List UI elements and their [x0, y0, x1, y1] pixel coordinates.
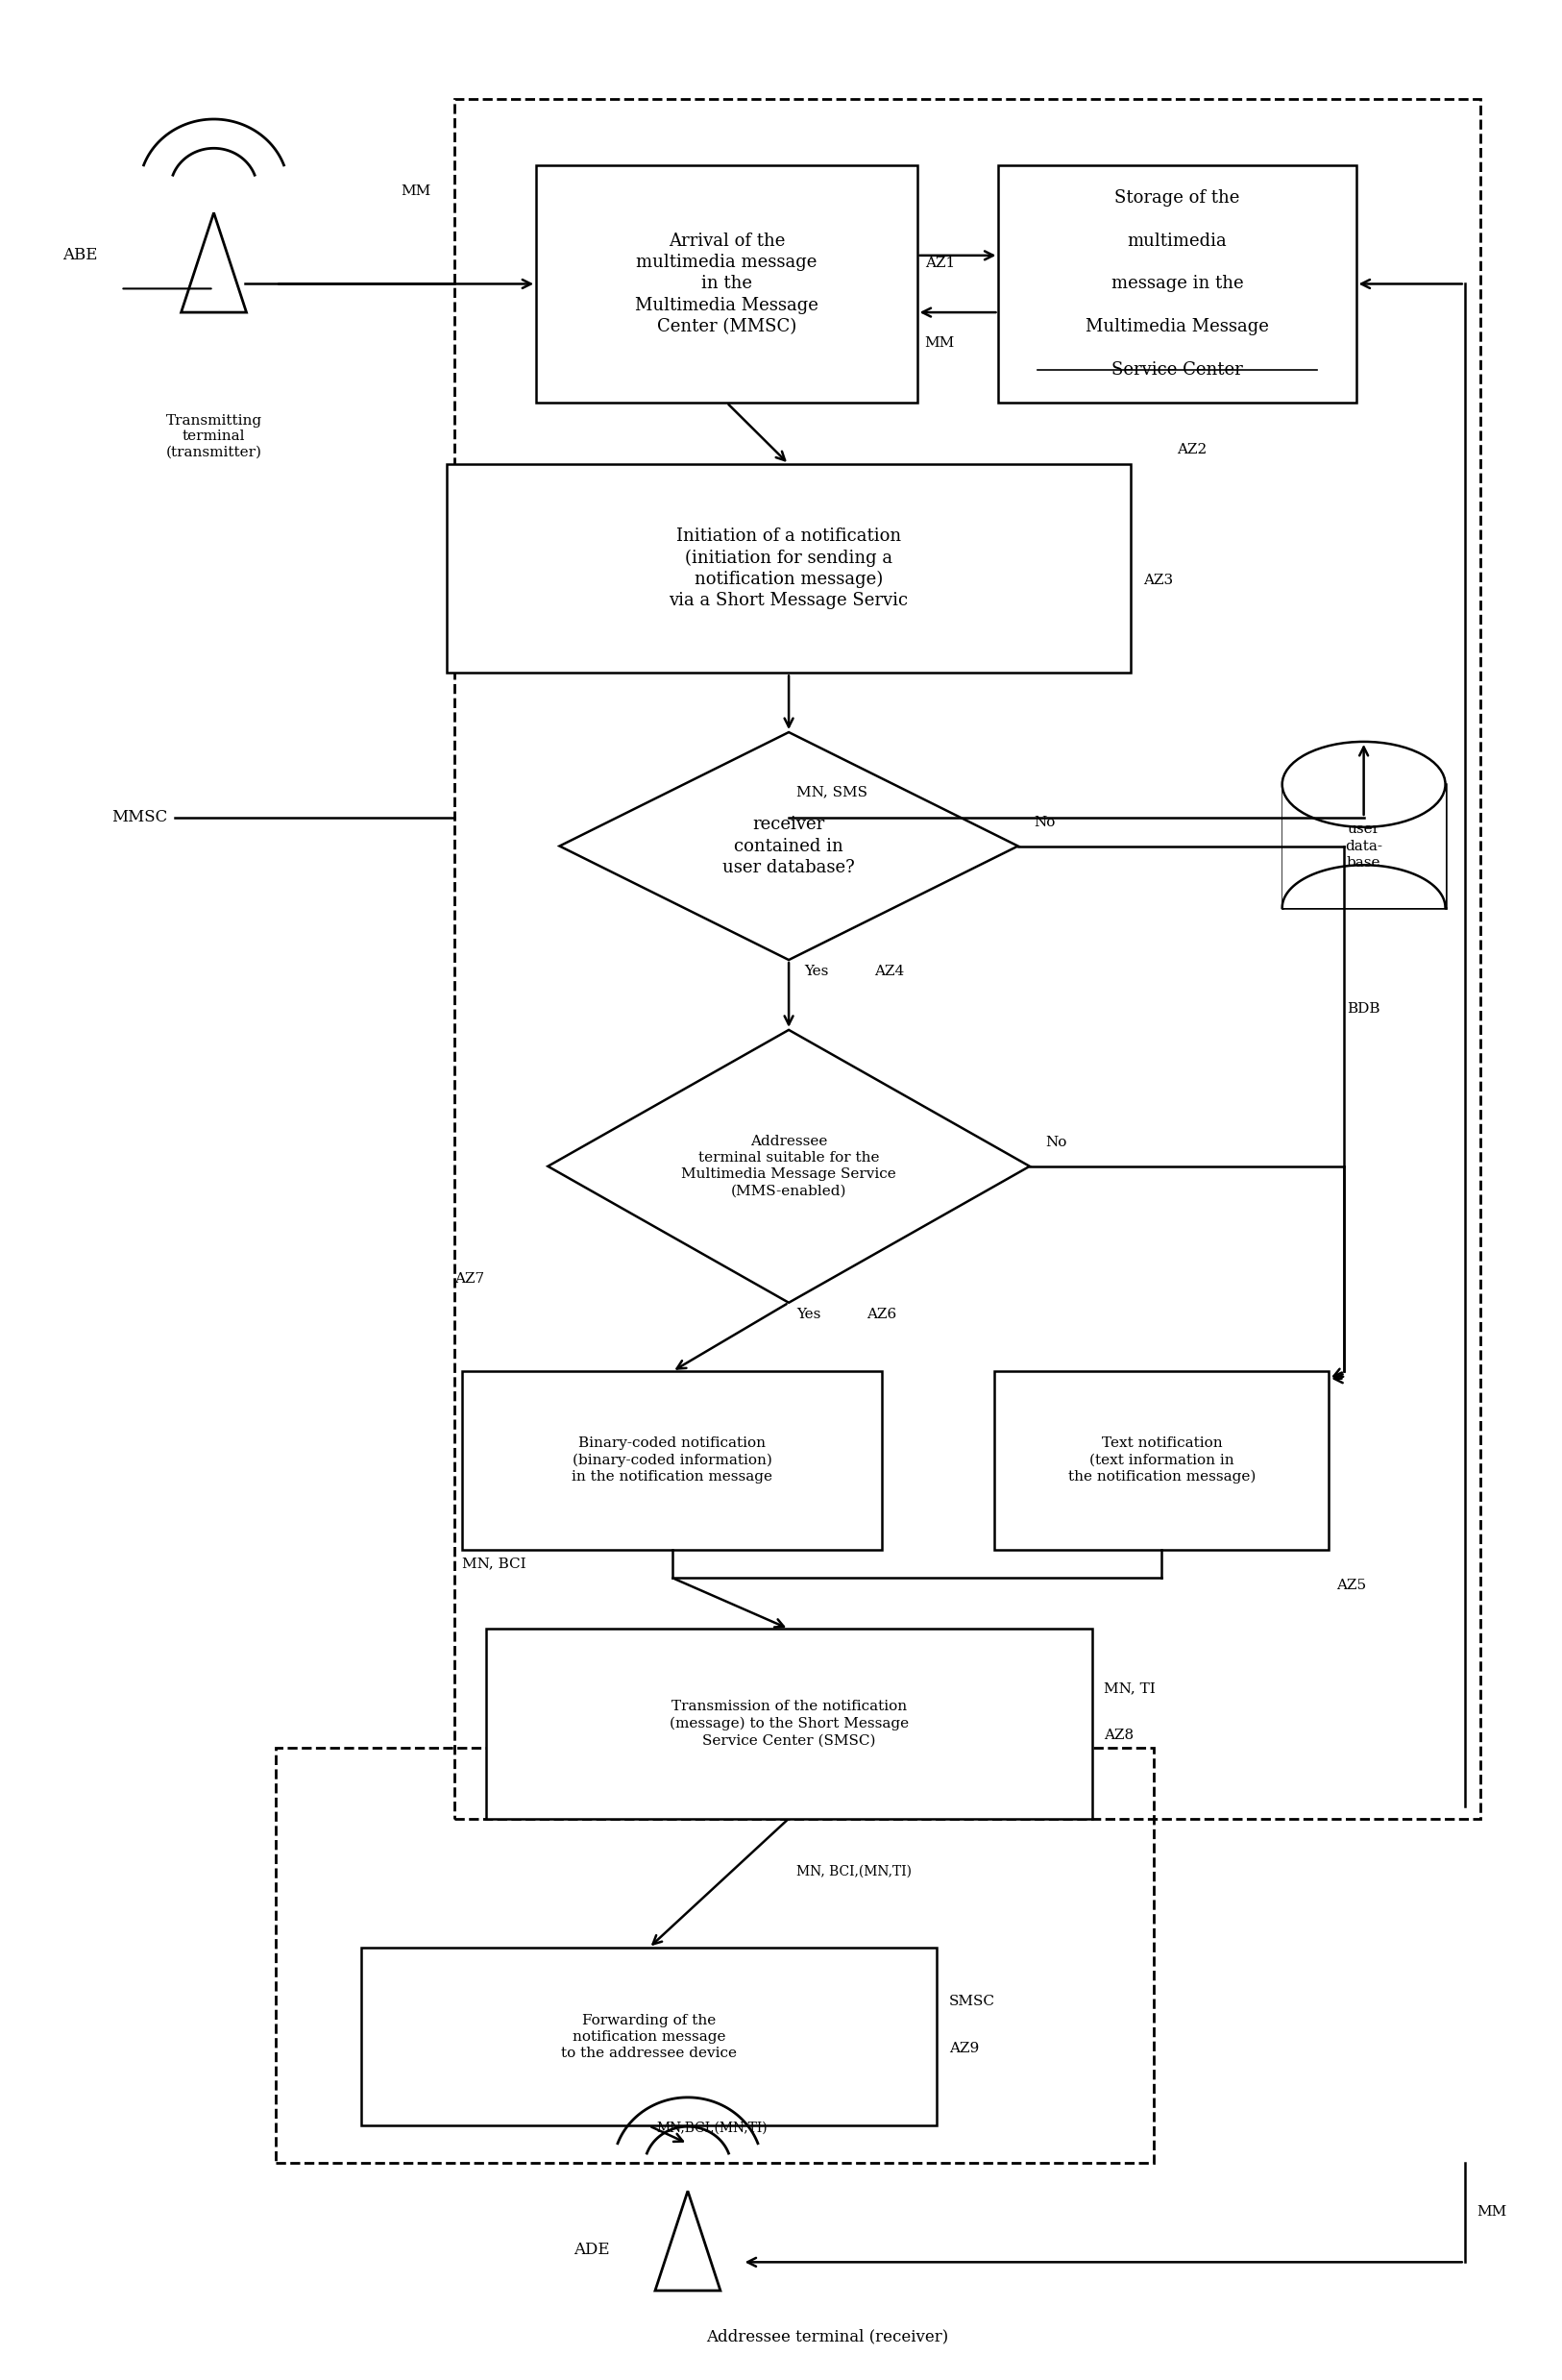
- Text: AZ1: AZ1: [925, 257, 954, 269]
- Text: AZ8: AZ8: [1104, 1728, 1134, 1742]
- FancyBboxPatch shape: [995, 1371, 1329, 1549]
- Text: MM: MM: [925, 336, 954, 350]
- Text: MM: MM: [401, 186, 431, 198]
- Text: Initiation of a notification
(initiation for sending a
notification message)
via: Initiation of a notification (initiation…: [669, 528, 909, 609]
- FancyBboxPatch shape: [536, 164, 917, 402]
- Text: AZ3: AZ3: [1143, 574, 1173, 588]
- FancyBboxPatch shape: [998, 164, 1356, 402]
- Text: Multimedia Message: Multimedia Message: [1086, 319, 1268, 336]
- Text: MN, TI: MN, TI: [1104, 1680, 1156, 1695]
- Text: MN,BCI,(MN,TI): MN,BCI,(MN,TI): [656, 2121, 769, 2135]
- Polygon shape: [654, 2192, 720, 2290]
- Text: No: No: [1045, 1135, 1067, 1150]
- FancyBboxPatch shape: [462, 1371, 883, 1549]
- Text: BDB: BDB: [1346, 1002, 1381, 1016]
- FancyBboxPatch shape: [361, 1947, 936, 2125]
- FancyBboxPatch shape: [486, 1628, 1092, 1818]
- Polygon shape: [548, 1031, 1029, 1302]
- Text: MN, SMS: MN, SMS: [797, 785, 867, 800]
- Text: Addressee terminal (receiver): Addressee terminal (receiver): [706, 2328, 948, 2344]
- Text: Addressee
terminal suitable for the
Multimedia Message Service
(MMS-enabled): Addressee terminal suitable for the Mult…: [681, 1135, 897, 1197]
- Text: AZ6: AZ6: [867, 1307, 897, 1321]
- Text: MMSC: MMSC: [111, 809, 167, 826]
- Polygon shape: [181, 212, 247, 312]
- Text: ADE: ADE: [573, 2242, 611, 2259]
- Text: AZ9: AZ9: [948, 2042, 979, 2056]
- Text: user
data-
base: user data- base: [1345, 823, 1382, 869]
- Text: Storage of the: Storage of the: [1115, 188, 1240, 207]
- Polygon shape: [559, 733, 1018, 959]
- Text: ABE: ABE: [62, 248, 97, 264]
- Ellipse shape: [1282, 743, 1445, 828]
- FancyBboxPatch shape: [447, 464, 1131, 674]
- Text: Forwarding of the
notification message
to the addressee device: Forwarding of the notification message t…: [561, 2013, 737, 2061]
- Text: Arrival of the
multimedia message
in the
Multimedia Message
Center (MMSC): Arrival of the multimedia message in the…: [634, 233, 818, 336]
- FancyBboxPatch shape: [1282, 785, 1445, 907]
- Text: AZ4: AZ4: [875, 964, 904, 978]
- Text: message in the: message in the: [1111, 276, 1243, 293]
- Text: Text notification
(text information in
the notification message): Text notification (text information in t…: [1068, 1438, 1256, 1485]
- Text: Transmission of the notification
(message) to the Short Message
Service Center (: Transmission of the notification (messag…: [669, 1699, 909, 1747]
- Text: AZ5: AZ5: [1337, 1578, 1367, 1592]
- Text: AZ2: AZ2: [1178, 443, 1207, 457]
- Text: SMSC: SMSC: [948, 1994, 995, 2009]
- Text: Yes: Yes: [804, 964, 829, 978]
- Text: MN, BCI,(MN,TI): MN, BCI,(MN,TI): [797, 1864, 912, 1878]
- Text: Binary-coded notification
(binary-coded information)
in the notification message: Binary-coded notification (binary-coded …: [572, 1438, 773, 1485]
- Text: AZ7: AZ7: [455, 1273, 484, 1285]
- Text: MM: MM: [1478, 2206, 1507, 2218]
- Text: receiver
contained in
user database?: receiver contained in user database?: [723, 816, 854, 876]
- Text: No: No: [1034, 816, 1054, 828]
- Text: Transmitting
terminal
(transmitter): Transmitting terminal (transmitter): [166, 414, 262, 459]
- Text: MN, BCI: MN, BCI: [462, 1557, 526, 1571]
- Text: Yes: Yes: [797, 1307, 822, 1321]
- Text: Service Center: Service Center: [1112, 362, 1243, 378]
- Text: multimedia: multimedia: [1128, 233, 1228, 250]
